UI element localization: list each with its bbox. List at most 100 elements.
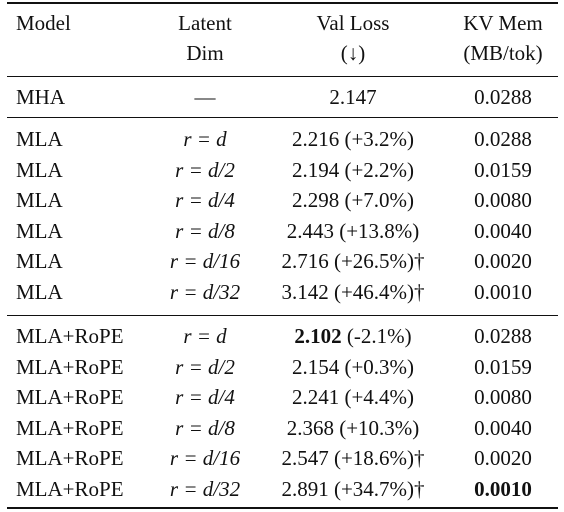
- cell-model: MLA: [16, 249, 63, 274]
- loss-value: 2.443: [286, 218, 334, 243]
- cell-model: MLA+RoPE: [16, 477, 124, 501]
- table-row: MLA r = d/2 2.194 (+2.2%) 0.0159: [0, 155, 564, 185]
- header-latent-line1: Latent: [178, 11, 232, 35]
- table-row-baseline: MHA — 2.147 0.0288: [0, 82, 564, 112]
- table-row: MLA r = d/4 2.298 (+7.0%) 0.0080: [0, 185, 564, 215]
- cell-latent: —: [194, 85, 216, 109]
- cell-latent: r = d/4: [175, 188, 235, 213]
- cell-loss: 2.891 (+34.7%)†: [268, 474, 438, 504]
- loss-change: (+4.4%): [339, 385, 415, 410]
- loss-change: (+7.0%): [339, 188, 415, 213]
- loss-change: (+34.7%)†: [328, 477, 425, 501]
- loss-value: 2.547: [281, 446, 329, 471]
- loss-change: (+3.2%): [339, 127, 415, 151]
- loss-change: (+18.6%)†: [328, 446, 425, 471]
- cell-model: MLA+RoPE: [16, 385, 124, 410]
- cell-latent: r = d/2: [175, 354, 235, 379]
- cell-model: MLA: [16, 157, 63, 182]
- cell-kv: 0.0040: [474, 415, 532, 440]
- cell-kv: 0.0080: [474, 188, 532, 213]
- section-rule-2: [7, 315, 558, 316]
- table-row: MLA r = d 2.216 (+3.2%) 0.0288: [0, 124, 564, 154]
- top-rule: [7, 2, 558, 4]
- table-row: MLA+RoPE r = d 2.102 (-2.1%) 0.0288: [0, 321, 564, 351]
- cell-latent: r = d: [183, 324, 227, 348]
- cell-loss: 2.102 (-2.1%): [268, 321, 438, 351]
- cell-latent: r = d/32: [169, 477, 241, 501]
- table-row: MLA r = d/32 3.142 (+46.4%)† 0.0010: [0, 277, 564, 307]
- bottom-rule: [7, 507, 558, 509]
- loss-value: 3.142: [281, 280, 329, 304]
- cell-loss: 2.368 (+10.3%): [268, 413, 438, 443]
- header-rule: [7, 76, 558, 77]
- loss-value: 2.298: [291, 188, 340, 213]
- table-row: MLA+RoPE r = d/32 2.891 (+34.7%)† 0.0010: [0, 474, 564, 504]
- cell-kv: 0.0288: [474, 127, 532, 151]
- loss-change: (+46.4%)†: [328, 280, 425, 304]
- header-kv-line1: KV Mem: [463, 11, 543, 35]
- loss-value: 2.102: [294, 324, 342, 348]
- cell-kv: 0.0288: [474, 85, 532, 109]
- cell-kv: 0.0020: [474, 446, 532, 471]
- table-row: MLA+RoPE r = d/16 2.547 (+18.6%)† 0.0020: [0, 443, 564, 473]
- header-kv-line2: (MB/tok): [463, 41, 543, 65]
- cell-latent: r = d/32: [169, 280, 241, 304]
- header-latent-line2: Dim: [186, 41, 224, 65]
- header-loss-line2: (↓): [340, 41, 366, 65]
- table-row: MLA+RoPE r = d/8 2.368 (+10.3%) 0.0040: [0, 413, 564, 443]
- cell-latent: r = d: [183, 127, 227, 151]
- loss-change: (-2.1%): [341, 324, 412, 348]
- cell-loss: 2.154 (+0.3%): [268, 352, 438, 382]
- cell-loss: 2.216 (+3.2%): [268, 124, 438, 154]
- cell-model: MLA+RoPE: [16, 446, 124, 471]
- loss-value: 2.368: [286, 415, 334, 440]
- cell-loss: 2.443 (+13.8%): [268, 216, 438, 246]
- loss-value: 2.241: [291, 385, 340, 410]
- cell-loss: 2.241 (+4.4%): [268, 382, 438, 412]
- cell-loss: 2.716 (+26.5%)†: [268, 246, 438, 276]
- cell-loss: 3.142 (+46.4%)†: [268, 277, 438, 307]
- table-row: MLA r = d/8 2.443 (+13.8%) 0.0040: [0, 216, 564, 246]
- cell-loss: 2.147: [268, 82, 438, 112]
- cell-latent: r = d/4: [175, 385, 235, 410]
- loss-value: 2.716: [281, 249, 329, 274]
- cell-model: MLA+RoPE: [16, 324, 124, 348]
- cell-kv: 0.0159: [474, 354, 532, 379]
- loss-value: 2.147: [329, 85, 377, 109]
- cell-latent: r = d/16: [169, 249, 241, 274]
- cell-kv: 0.0288: [474, 324, 532, 348]
- cell-model: MLA: [16, 127, 63, 151]
- cell-model: MLA+RoPE: [16, 354, 124, 379]
- cell-loss: 2.298 (+7.0%): [268, 185, 438, 215]
- cell-kv: 0.0080: [474, 385, 532, 410]
- cell-latent: r = d/8: [175, 415, 235, 440]
- header-model: Model: [16, 11, 71, 35]
- cell-kv: 0.0020: [474, 249, 532, 274]
- loss-value: 2.194: [291, 157, 340, 182]
- loss-value: 2.216: [291, 127, 340, 151]
- loss-change: (+0.3%): [339, 354, 415, 379]
- table-row: MLA+RoPE r = d/4 2.241 (+4.4%) 0.0080: [0, 382, 564, 412]
- cell-kv: 0.0040: [474, 218, 532, 243]
- cell-latent: r = d/2: [175, 157, 235, 182]
- table-row: MLA+RoPE r = d/2 2.154 (+0.3%) 0.0159: [0, 352, 564, 382]
- cell-kv: 0.0159: [474, 157, 532, 182]
- cell-model: MHA: [16, 85, 66, 109]
- cell-loss: 2.194 (+2.2%): [268, 155, 438, 185]
- loss-change: (+26.5%)†: [328, 249, 425, 274]
- cell-latent: r = d/8: [175, 218, 235, 243]
- loss-change: (+2.2%): [339, 157, 415, 182]
- cell-loss: 2.547 (+18.6%)†: [268, 443, 438, 473]
- cell-kv: 0.0010: [474, 280, 532, 304]
- cell-model: MLA: [16, 188, 63, 213]
- header-loss-line1: Val Loss: [316, 11, 390, 35]
- loss-value: 2.891: [281, 477, 329, 501]
- loss-value: 2.154: [291, 354, 340, 379]
- cell-kv: 0.0010: [474, 477, 532, 501]
- cell-model: MLA: [16, 218, 63, 243]
- table-row: MLA r = d/16 2.716 (+26.5%)† 0.0020: [0, 246, 564, 276]
- cell-latent: r = d/16: [169, 446, 241, 471]
- loss-change: (+10.3%): [333, 415, 420, 440]
- cell-model: MLA+RoPE: [16, 415, 124, 440]
- section-rule-1: [7, 117, 558, 118]
